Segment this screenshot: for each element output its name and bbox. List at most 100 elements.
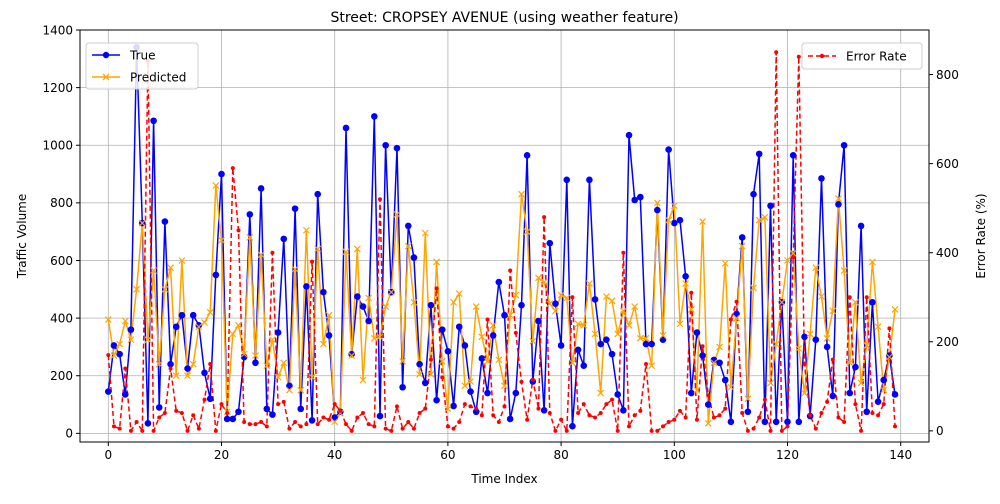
true-point <box>852 363 859 371</box>
legend-error-marker <box>819 53 825 59</box>
predicted-point <box>252 352 259 359</box>
error-point <box>230 166 235 171</box>
predicted-point <box>376 333 384 341</box>
true-point <box>121 391 129 398</box>
true-point <box>580 362 588 369</box>
true-point <box>642 340 650 348</box>
error-point <box>768 428 773 433</box>
true-point <box>823 343 831 351</box>
true-point <box>586 176 593 184</box>
predicted-point <box>144 336 152 344</box>
true-point <box>263 405 271 413</box>
predicted-point <box>750 284 757 292</box>
true-point <box>280 235 288 243</box>
error-point <box>751 426 756 431</box>
error-point <box>677 408 682 413</box>
predicted-point <box>472 303 480 311</box>
true-point <box>863 408 871 416</box>
error-point <box>542 215 547 220</box>
predicted-point <box>767 379 774 387</box>
y-axis-right-label: Error Rate (%) <box>974 193 988 278</box>
error-point <box>644 362 648 367</box>
y-right-tick-label: 200 <box>936 335 959 349</box>
x-tick-label: 80 <box>553 448 568 462</box>
predicted-point <box>636 334 644 342</box>
error-point <box>723 406 728 411</box>
true-point <box>540 407 548 414</box>
true-point <box>869 298 876 306</box>
true-point <box>874 398 882 405</box>
true-point <box>144 419 152 427</box>
error-point <box>808 413 813 418</box>
legend-true-label: True <box>129 49 156 63</box>
true-point <box>206 395 214 403</box>
y-right-tick-label: 400 <box>936 246 959 260</box>
true-point <box>608 350 616 358</box>
true-point <box>574 346 582 354</box>
true-point <box>167 360 174 368</box>
error-point <box>417 411 422 416</box>
error-point <box>496 419 501 424</box>
predicted-point <box>687 306 695 313</box>
y-axis-label: Traffic Volume <box>15 194 29 280</box>
chart-title: Street: CROPSEY AVENUE (using weather fe… <box>330 10 678 26</box>
true-point <box>201 369 208 377</box>
predicted-point <box>880 386 888 394</box>
error-point <box>106 353 111 358</box>
predicted-point <box>280 359 288 367</box>
predicted-point <box>450 298 457 306</box>
true-point <box>659 336 667 344</box>
predicted-point <box>359 376 367 384</box>
predicted-point <box>653 199 661 207</box>
predicted-point <box>682 280 690 287</box>
error-point <box>825 399 830 404</box>
error-point <box>706 393 711 398</box>
error-point <box>468 404 473 409</box>
predicted-point <box>580 321 588 329</box>
predicted-point <box>116 340 124 348</box>
true-point <box>246 211 254 218</box>
true-point <box>501 311 508 319</box>
error-point <box>191 413 196 418</box>
error-point <box>547 411 552 416</box>
true-point <box>886 352 893 359</box>
true-point <box>671 219 678 227</box>
error-point <box>604 402 609 407</box>
y-tick-label: 800 <box>50 196 73 210</box>
error-point <box>434 286 439 291</box>
predicted-point <box>235 321 242 329</box>
error-point <box>830 357 835 362</box>
true-point <box>371 113 378 120</box>
predicted-point <box>568 359 576 367</box>
predicted-point <box>642 334 650 342</box>
true-point <box>365 317 372 325</box>
error-point <box>864 295 869 300</box>
true-point <box>801 333 808 341</box>
plot-frame <box>79 29 930 443</box>
predicted-point <box>716 343 724 351</box>
predicted-point <box>755 216 763 224</box>
true-point <box>444 347 452 355</box>
error-point <box>457 419 462 424</box>
true-point <box>687 389 695 397</box>
predicted-point <box>614 330 622 338</box>
predicted-point <box>455 290 463 298</box>
true-point <box>478 355 486 362</box>
predicted-point <box>172 372 180 380</box>
predicted-point <box>246 234 254 241</box>
predicted-point <box>387 288 395 296</box>
predicted-point <box>885 353 893 361</box>
predicted-point <box>546 300 554 308</box>
true-point <box>727 418 735 426</box>
predicted-point <box>693 386 701 394</box>
error-point <box>451 426 456 431</box>
predicted-point <box>319 340 327 348</box>
error-point <box>536 406 541 411</box>
y-tick-label: 0 <box>65 427 73 441</box>
predicted-point <box>784 257 791 264</box>
true-point <box>495 278 503 286</box>
predicted-point <box>438 357 446 365</box>
true-point <box>812 336 820 344</box>
predicted-point <box>331 418 339 426</box>
predicted-point <box>868 258 876 266</box>
